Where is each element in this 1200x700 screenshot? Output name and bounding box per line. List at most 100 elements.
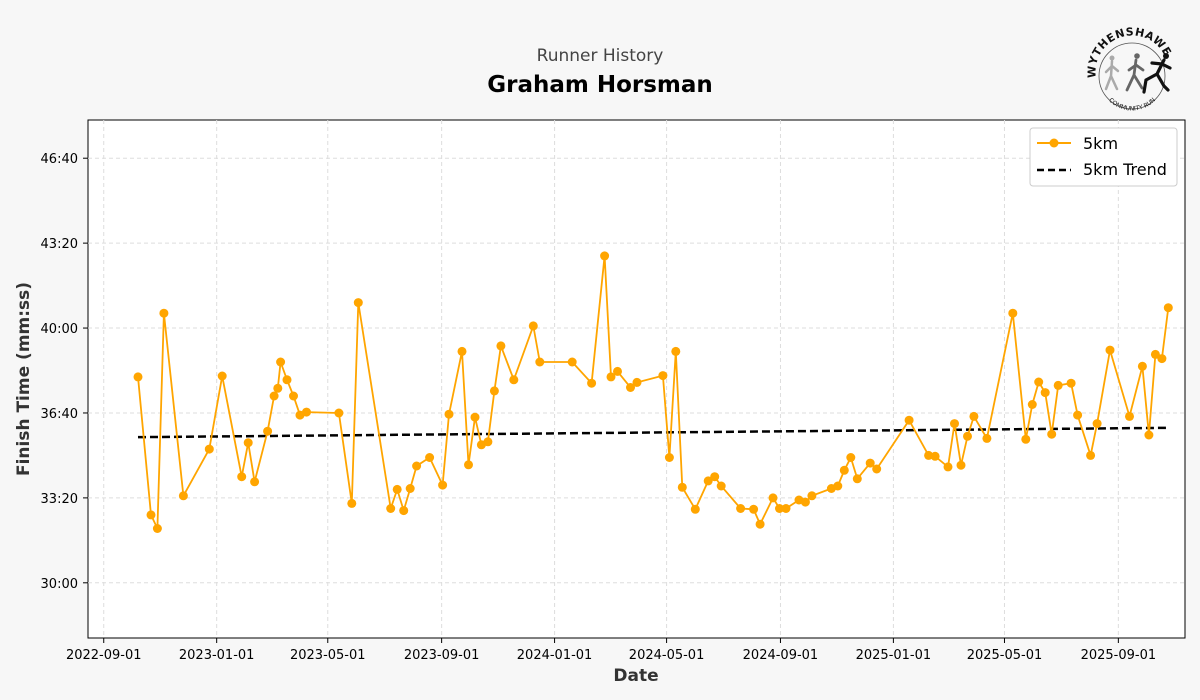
data-point-49	[677, 482, 687, 492]
y-tick-label-4: 43:20	[41, 237, 78, 252]
data-point-24	[405, 484, 415, 493]
data-point-6	[217, 371, 227, 381]
data-point-88	[1086, 450, 1096, 460]
x-tick-label-2: 2023-05-01	[290, 648, 366, 663]
data-point-25	[412, 461, 422, 471]
trend-line	[137, 426, 1169, 439]
y-tick-label-0: 30:00	[41, 577, 78, 592]
finish-time-series	[133, 251, 1173, 533]
data-point-58	[775, 504, 784, 513]
data-point-79	[1008, 308, 1018, 318]
y-tick-label-1: 33:20	[41, 492, 78, 507]
data-point-64	[833, 481, 843, 491]
data-point-59	[781, 504, 791, 513]
x-tick-label-5: 2024-05-01	[629, 648, 705, 663]
data-point-48	[671, 346, 681, 356]
data-point-90	[1105, 345, 1115, 355]
data-point-39	[567, 357, 577, 367]
data-point-29	[457, 346, 467, 356]
data-point-68	[865, 458, 875, 468]
data-point-56	[755, 519, 765, 529]
data-point-80	[1021, 434, 1031, 444]
data-point-28	[444, 409, 454, 419]
data-point-30	[464, 460, 473, 470]
data-point-1	[146, 510, 156, 520]
data-point-8	[243, 438, 253, 448]
runner-silhouette-dark	[1142, 53, 1172, 94]
data-point-26	[425, 453, 435, 462]
data-point-22	[392, 484, 402, 494]
data-point-46	[658, 371, 668, 381]
data-point-33	[483, 437, 493, 447]
data-point-82	[1034, 377, 1044, 387]
data-point-95	[1157, 354, 1167, 364]
data-point-94	[1150, 349, 1160, 359]
x-tick-label-9: 2025-09-01	[1081, 648, 1157, 663]
x-tick-label-3: 2023-09-01	[404, 648, 480, 663]
grid-lines	[88, 120, 1185, 638]
x-tick-label-8: 2025-05-01	[967, 648, 1043, 663]
x-tick-label-1: 2023-01-01	[179, 648, 255, 663]
data-point-15	[289, 391, 298, 401]
data-point-27	[438, 480, 448, 490]
data-point-81	[1027, 400, 1037, 409]
data-point-67	[852, 474, 862, 484]
data-point-34	[489, 386, 499, 396]
data-point-57	[768, 493, 778, 503]
x-tick-label-4: 2024-01-01	[517, 648, 593, 663]
chart-title: Graham Horsman	[487, 72, 713, 98]
data-point-14	[282, 375, 292, 385]
data-point-53	[716, 481, 726, 491]
data-point-73	[943, 462, 953, 472]
data-point-0	[133, 372, 143, 382]
data-point-92	[1137, 361, 1147, 371]
data-point-17	[302, 407, 311, 417]
x-tick-label-0: 2022-09-01	[66, 648, 142, 663]
data-point-70	[904, 415, 914, 425]
data-point-21	[386, 504, 396, 513]
data-point-37	[528, 321, 538, 331]
data-point-2	[152, 524, 162, 533]
y-axis-ticks: 30:00 33:20 36:40 40:00 43:20 46:40	[41, 152, 88, 592]
data-point-40	[587, 378, 597, 388]
y-tick-label-5: 46:40	[41, 152, 78, 167]
data-point-54	[736, 504, 746, 513]
data-point-11	[269, 391, 279, 401]
data-point-43	[613, 366, 622, 376]
data-point-76	[963, 431, 972, 441]
data-point-77	[969, 411, 979, 421]
data-point-23	[399, 506, 409, 516]
legend-trend-label: 5km Trend	[1083, 160, 1167, 179]
data-point-31	[470, 412, 480, 422]
data-point-85	[1053, 380, 1063, 390]
legend-5km-label: 5km	[1083, 134, 1118, 153]
data-point-18	[334, 408, 344, 418]
chart-subtitle: Runner History	[536, 46, 664, 66]
x-axis-ticks: 2022-09-01 2023-01-01 2023-05-01 2023-09-01…	[66, 638, 1156, 663]
data-point-86	[1066, 378, 1076, 388]
data-point-36	[509, 375, 519, 385]
data-point-45	[632, 377, 642, 387]
y-tick-label-3: 40:00	[41, 322, 78, 337]
data-point-51	[703, 476, 713, 486]
data-point-65	[839, 465, 849, 475]
y-axis-label: Finish Time (mm:ss)	[14, 282, 34, 476]
data-point-41	[600, 251, 610, 261]
data-point-78	[982, 433, 992, 443]
data-point-20	[353, 298, 363, 308]
data-point-84	[1047, 429, 1057, 439]
data-point-7	[237, 472, 247, 482]
trend-series	[137, 426, 1169, 439]
data-point-61	[800, 497, 810, 507]
data-point-52	[710, 472, 720, 482]
runner-silhouette-mid	[1125, 53, 1145, 92]
data-point-44	[626, 383, 635, 392]
data-point-4	[178, 491, 188, 501]
y-tick-label-2: 36:40	[41, 407, 78, 422]
data-point-5	[204, 444, 214, 454]
data-point-35	[496, 341, 506, 351]
x-tick-label-7: 2025-01-01	[856, 648, 932, 663]
data-point-74	[950, 419, 959, 429]
data-point-13	[276, 357, 286, 367]
